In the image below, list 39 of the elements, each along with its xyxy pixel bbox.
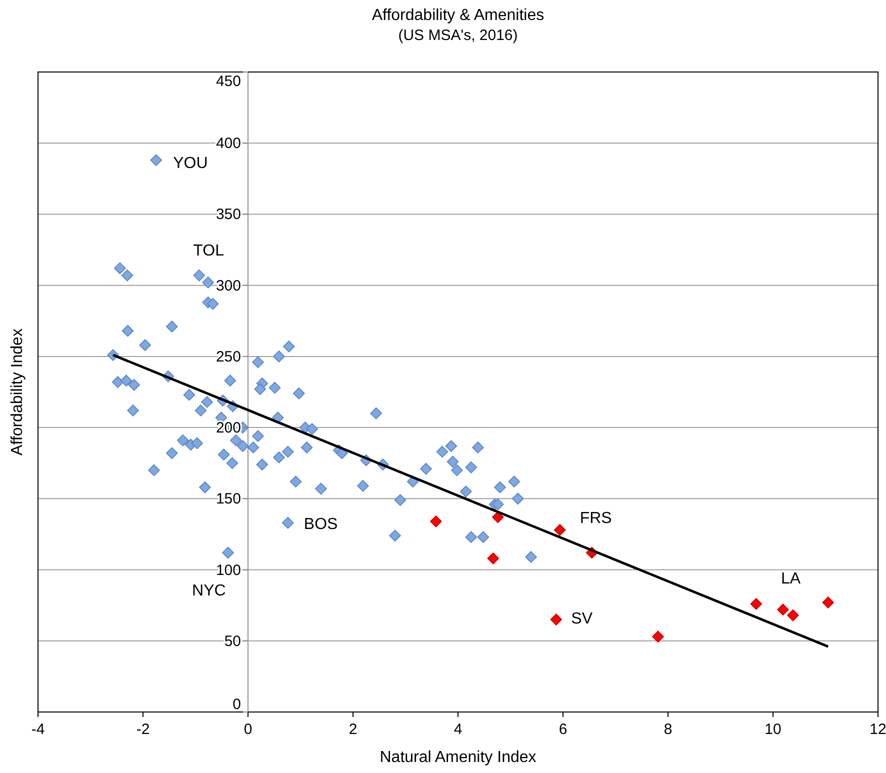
point [492,511,504,524]
x-tick-label: -4 [31,721,45,738]
annotation: SV [571,610,593,628]
chart-title: Affordability & Amenities [372,7,544,24]
x-tick-label: 12 [870,721,886,738]
x-tick-label: 0 [244,721,252,738]
point [550,614,562,626]
point [822,596,834,608]
point [430,516,442,528]
x-tick-label: 6 [558,721,568,738]
x-tick-label: 10 [764,721,782,738]
annotation: TOL [193,242,224,260]
y-tick-label: 150 [216,490,241,508]
annotation: BOS [304,516,338,533]
y-tick-label: 0 [232,696,241,713]
x-tick-label: -2 [136,721,150,738]
y-tick-label: 400 [216,135,241,152]
annotation: FRS [580,510,612,527]
annotation: NYC [192,582,226,600]
annotation: LA [780,570,801,588]
y-axis-title: Affordability Index [9,328,26,456]
x-axis-title: Natural Amenity Index [380,749,536,766]
point [777,604,789,616]
x-tick-label: 8 [664,721,672,738]
y-tick-label: 300 [216,277,241,294]
annotation: YOU [173,155,208,172]
y-tick-label: 50 [224,632,241,650]
y-tick-label: 350 [216,206,241,224]
point [787,609,799,622]
point [652,630,664,643]
point [750,598,762,610]
point [554,524,566,536]
x-tick-label: 2 [348,721,358,738]
y-tick-label: 450 [216,73,241,90]
y-tick-label: 100 [216,562,241,579]
chart-subtitle: (US MSA's, 2016) [398,27,518,44]
point [487,552,500,564]
x-tick-label: 4 [454,721,462,738]
y-tick-label: 250 [216,348,241,366]
